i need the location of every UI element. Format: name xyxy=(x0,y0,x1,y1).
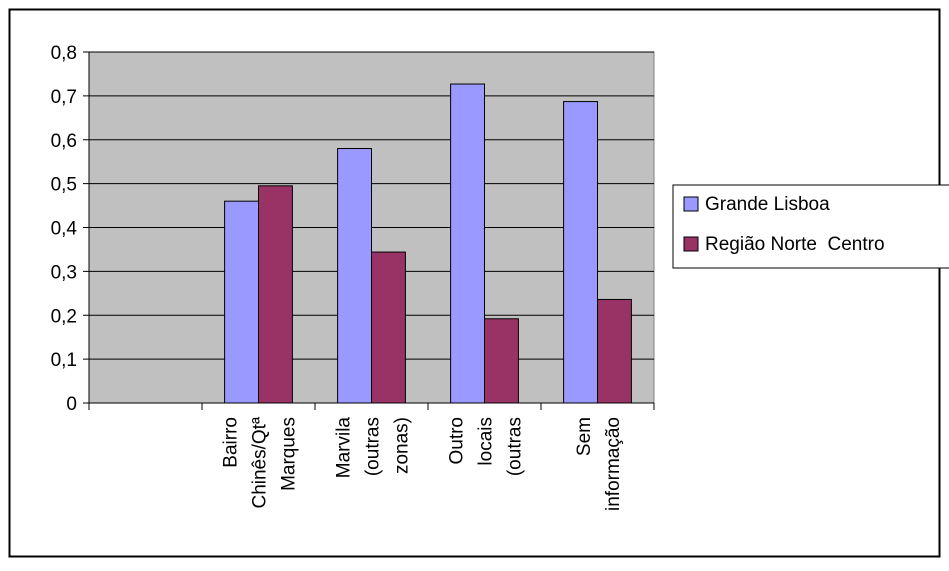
y-tick-label: 0,7 xyxy=(51,87,77,108)
legend-label: Região Norte Centro xyxy=(705,234,885,255)
y-tick-label: 0,2 xyxy=(51,306,77,327)
y-tick-label: 0,1 xyxy=(51,350,77,371)
y-tick-label: 0,5 xyxy=(51,175,77,196)
x-tick-label: Marvila xyxy=(334,417,355,479)
y-tick-label: 0,3 xyxy=(51,262,77,283)
bar xyxy=(371,251,406,404)
legend-label: Grande Lisboa xyxy=(705,194,830,215)
y-tick-label: 0,8 xyxy=(51,43,77,64)
x-tick-label: Marques xyxy=(279,417,300,491)
x-tick-label: Chinês/Qtª xyxy=(250,416,271,508)
x-tick-label: Outro xyxy=(447,417,468,465)
x-tick-label: zonas) xyxy=(392,417,413,474)
y-tick-label: 0,6 xyxy=(51,131,77,152)
legend-swatch xyxy=(683,236,699,252)
y-tick-label: 0 xyxy=(66,394,77,415)
bar xyxy=(450,83,486,404)
legend-box xyxy=(672,184,949,269)
bar xyxy=(484,318,519,404)
x-tick-label: Sem xyxy=(574,417,595,456)
bar xyxy=(337,148,373,404)
bar xyxy=(224,200,260,404)
y-tick-label: 0,4 xyxy=(51,219,78,240)
bar xyxy=(258,185,293,404)
x-tick-label: (outras xyxy=(505,417,526,476)
legend-swatch xyxy=(683,196,699,212)
x-tick-label: Bairro xyxy=(221,417,242,468)
x-tick-label: (outras xyxy=(363,417,384,476)
bar xyxy=(597,298,632,404)
x-tick-label: locais xyxy=(476,417,497,466)
x-tick-label: informação xyxy=(603,417,624,511)
bar xyxy=(563,101,598,404)
